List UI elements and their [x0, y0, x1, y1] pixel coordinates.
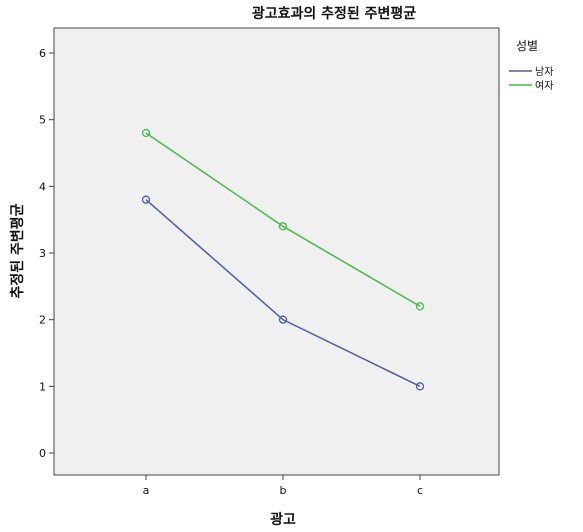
x-axis-label: 광고: [270, 511, 296, 528]
x-tick-label: c: [417, 484, 423, 497]
x-axis: a b c: [143, 475, 423, 497]
y-tick-label: 5: [39, 114, 46, 127]
series-line-1: [145, 199, 421, 388]
y-tick-label: 2: [39, 314, 46, 327]
y-tick-label: 3: [39, 247, 46, 260]
y-tick-label: 6: [39, 47, 46, 60]
series-layer: [141, 128, 425, 391]
x-tick-label: a: [143, 484, 150, 497]
data-point-1-a: [141, 195, 151, 204]
y-axis-label: 추정된 주변평균: [9, 203, 26, 298]
y-tick-label: 1: [39, 380, 46, 393]
chart-title: 광고효과의 추정된 주변평균: [252, 5, 416, 22]
data-point-2-a: [141, 128, 151, 138]
y-axis: 0 1 2 3 4 5 6: [39, 47, 54, 460]
legend-title: 성별: [516, 39, 538, 53]
series-line-2: [145, 132, 421, 307]
legend-label-2: 여자: [535, 80, 553, 92]
y-tick-label: 4: [39, 180, 46, 193]
x-tick-label: b: [280, 484, 287, 497]
data-point-2-b: [278, 222, 288, 231]
data-point-1-b: [278, 315, 288, 324]
y-tick-label: 0: [39, 447, 46, 460]
plot-area: [53, 27, 500, 476]
data-point-1-c: [415, 382, 425, 391]
data-point-2-c: [415, 302, 425, 311]
legend-label-1: 남자: [535, 66, 553, 78]
